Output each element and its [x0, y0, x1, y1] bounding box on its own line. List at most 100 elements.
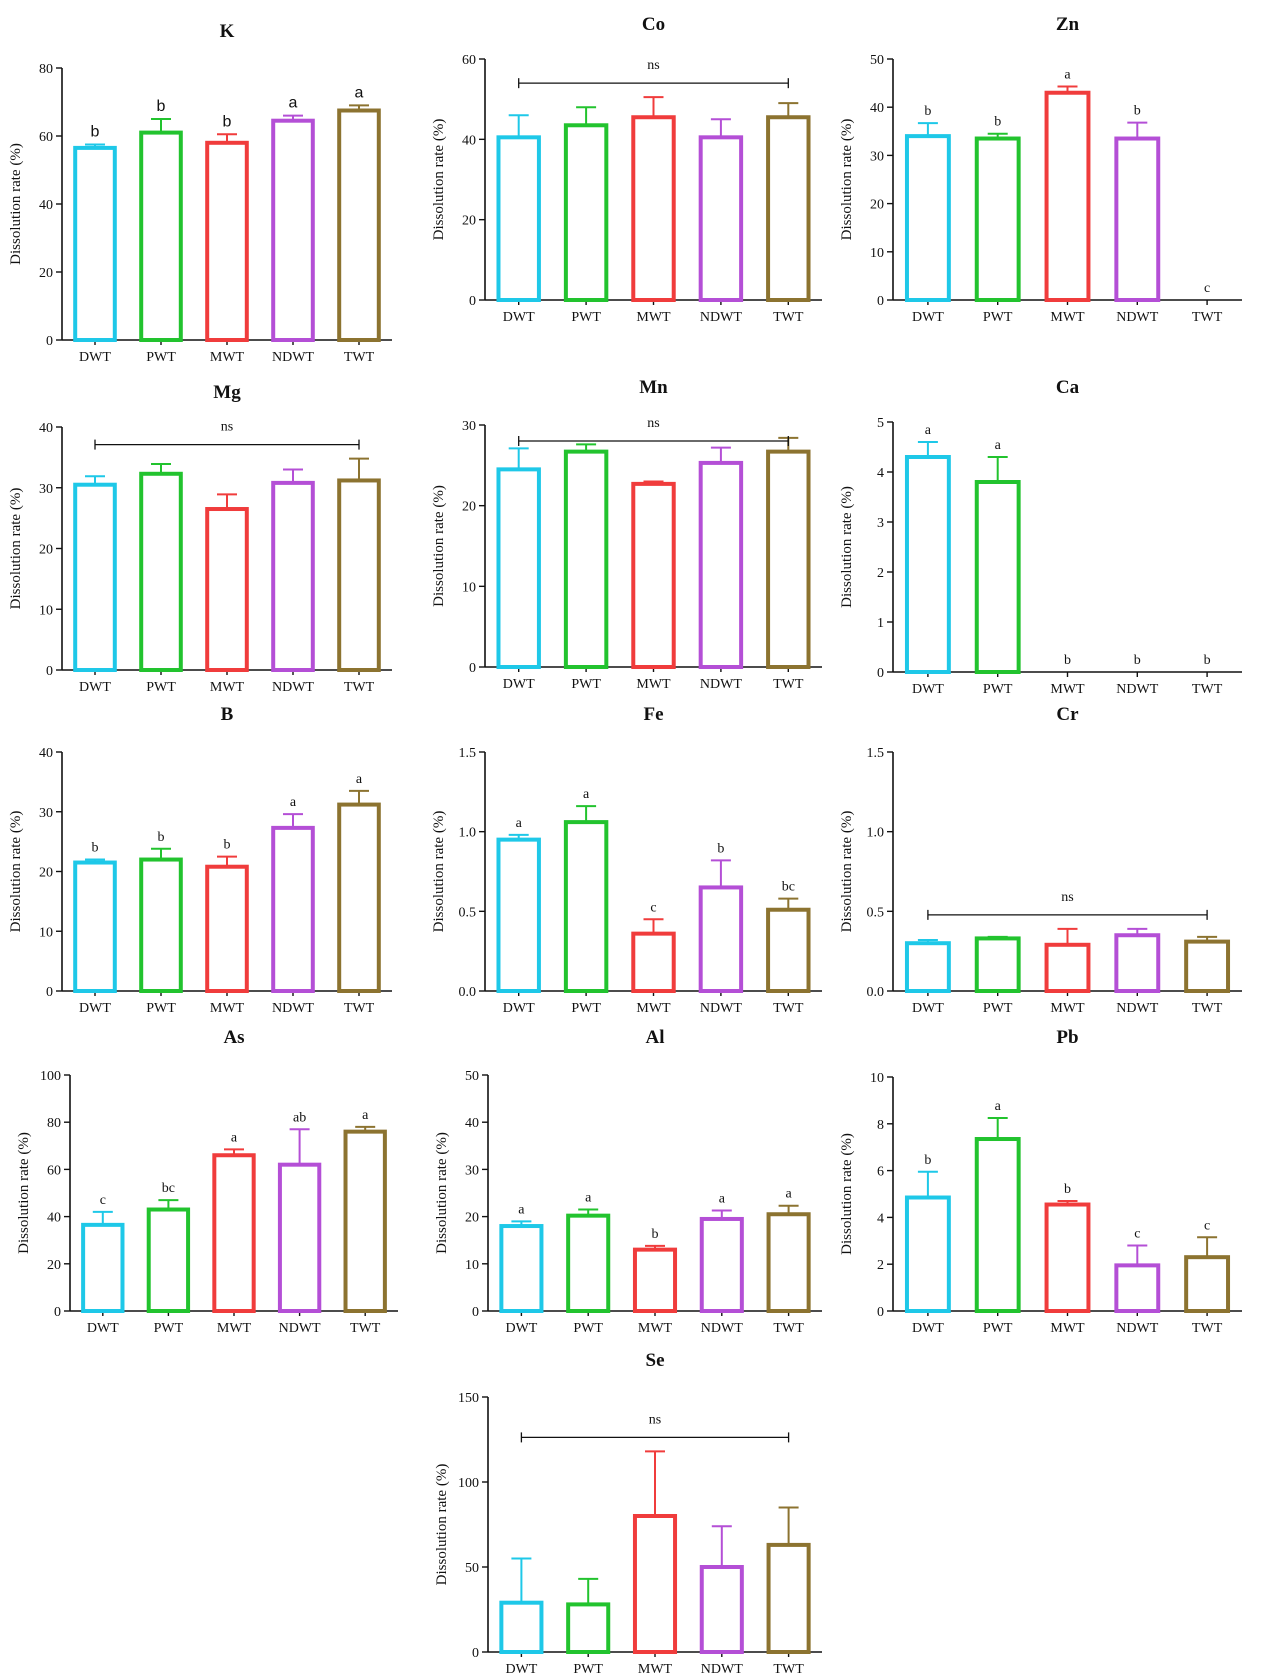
significance-letter: b	[1064, 1182, 1071, 1197]
x-tick-label: TWT	[773, 1001, 804, 1016]
y-tick-label: 0.5	[459, 905, 477, 920]
x-tick-label: NDWT	[700, 310, 742, 325]
x-tick-label: MWT	[636, 677, 671, 692]
y-axis-label: Dissolution rate (%)	[8, 488, 24, 610]
bar-pwt	[563, 123, 609, 303]
x-tick-label: PWT	[146, 350, 176, 365]
x-tick-label: PWT	[571, 310, 601, 325]
y-tick-label: 40	[870, 101, 884, 116]
y-tick-label: 60	[462, 53, 476, 68]
bar-twt	[766, 1212, 811, 1313]
bar-pwt	[974, 480, 1021, 674]
significance-letter: b	[223, 113, 232, 130]
x-tick-label: MWT	[1050, 682, 1085, 697]
panel-zn: Zn 0 10 20 30 40 50 Dissolution rate (%) b DWT b PW…	[839, 14, 1242, 325]
bar-mwt	[631, 481, 676, 669]
y-axis-label: Dissolution rate (%)	[431, 485, 447, 607]
panel-ca: Ca 0 1 2 3 4 5 Dissolution rate (%) a DWT a PWT b MWT…	[839, 377, 1242, 697]
significance-letter: b	[924, 104, 931, 119]
y-axis-label: Dissolution rate (%)	[431, 119, 447, 241]
x-tick-label: MWT	[210, 680, 245, 695]
bar-pwt	[146, 1207, 191, 1314]
x-tick-label: TWT	[773, 1662, 804, 1673]
y-tick-label: 30	[870, 149, 884, 164]
bar-dwt	[496, 467, 541, 669]
x-tick-label: TWT	[344, 680, 375, 695]
x-tick-label: DWT	[912, 1001, 944, 1016]
x-tick-label: MWT	[217, 1321, 252, 1336]
significance-letter: a	[289, 95, 298, 112]
x-tick-label: NDWT	[700, 1001, 742, 1016]
y-tick-label: 20	[870, 198, 884, 213]
y-tick-label: 30	[465, 1163, 479, 1178]
y-axis-label: Dissolution rate (%)	[839, 486, 855, 608]
bar-ndwt	[277, 1162, 322, 1314]
y-tick-label: 1.5	[867, 746, 885, 761]
bar-mwt	[1044, 90, 1091, 302]
x-tick-label: NDWT	[272, 350, 314, 365]
y-tick-label: 10	[870, 1071, 884, 1086]
y-tick-label: 0	[46, 985, 53, 1000]
x-tick-label: DWT	[79, 350, 111, 365]
y-tick-label: 20	[39, 543, 53, 558]
y-tick-label: 40	[465, 1116, 479, 1131]
x-tick-label: PWT	[983, 682, 1013, 697]
bar-pwt	[139, 130, 183, 342]
x-tick-label: PWT	[983, 1001, 1013, 1016]
x-tick-label: PWT	[571, 1001, 601, 1016]
panel-title: Ca	[1056, 377, 1080, 398]
bar-mwt	[631, 115, 676, 302]
x-tick-label: DWT	[912, 682, 944, 697]
y-axis-label: Dissolution rate (%)	[8, 143, 24, 265]
x-tick-label: DWT	[503, 310, 535, 325]
y-tick-label: 30	[462, 419, 476, 434]
y-tick-label: 4	[877, 1211, 884, 1226]
significance-letter: b	[924, 1153, 931, 1168]
bar-pwt	[974, 136, 1021, 302]
significance-letter: a	[995, 1099, 1002, 1114]
bar-ndwt	[271, 825, 315, 993]
panel-b: B 0 10 20 30 40 Dissolution rate (%) b DWT b PWT b M…	[8, 704, 392, 1016]
x-tick-label: DWT	[503, 1001, 535, 1016]
x-tick-label: DWT	[505, 1662, 537, 1673]
y-tick-label: 80	[39, 62, 53, 77]
y-tick-label: 0	[469, 294, 476, 309]
y-tick-label: 50	[465, 1069, 479, 1084]
y-tick-label: 10	[39, 925, 53, 940]
x-tick-label: MWT	[636, 310, 671, 325]
x-tick-label: PWT	[573, 1321, 603, 1336]
y-axis-label: Dissolution rate (%)	[8, 811, 24, 933]
x-tick-label: NDWT	[1116, 1001, 1158, 1016]
y-tick-label: 6	[877, 1165, 884, 1180]
y-tick-label: 0	[469, 661, 476, 676]
bar-twt	[343, 1129, 387, 1314]
y-tick-label: 2	[877, 1258, 884, 1273]
x-tick-label: DWT	[912, 1321, 944, 1336]
x-tick-label: MWT	[210, 350, 245, 365]
x-tick-label: DWT	[87, 1321, 119, 1336]
x-tick-label: DWT	[79, 1001, 111, 1016]
x-tick-label: NDWT	[701, 1321, 743, 1336]
y-tick-label: 60	[47, 1163, 61, 1178]
bar-twt	[1184, 1255, 1231, 1314]
x-tick-label: PWT	[154, 1321, 184, 1336]
panel-mn: Mn 0 10 20 30 Dissolution rate (%) DWT PWT MWT ND…	[431, 377, 822, 692]
y-tick-label: 10	[465, 1258, 479, 1273]
y-tick-label: 20	[39, 266, 53, 281]
significance-letter: a	[355, 84, 364, 101]
significance-letter: bc	[162, 1181, 175, 1196]
significance-letter: a	[518, 1202, 525, 1217]
bar-ndwt	[271, 480, 315, 673]
y-axis-label: Dissolution rate (%)	[839, 119, 855, 241]
significance-letter: a	[362, 1108, 369, 1123]
y-tick-label: 0.0	[867, 985, 885, 1000]
bar-ndwt	[699, 1216, 744, 1313]
bar-dwt	[496, 837, 541, 994]
bar-dwt	[73, 482, 117, 672]
ns-label: ns	[1061, 890, 1073, 905]
y-axis-label: Dissolution rate (%)	[431, 811, 447, 933]
bar-dwt	[904, 455, 951, 674]
bar-pwt	[974, 1137, 1021, 1314]
